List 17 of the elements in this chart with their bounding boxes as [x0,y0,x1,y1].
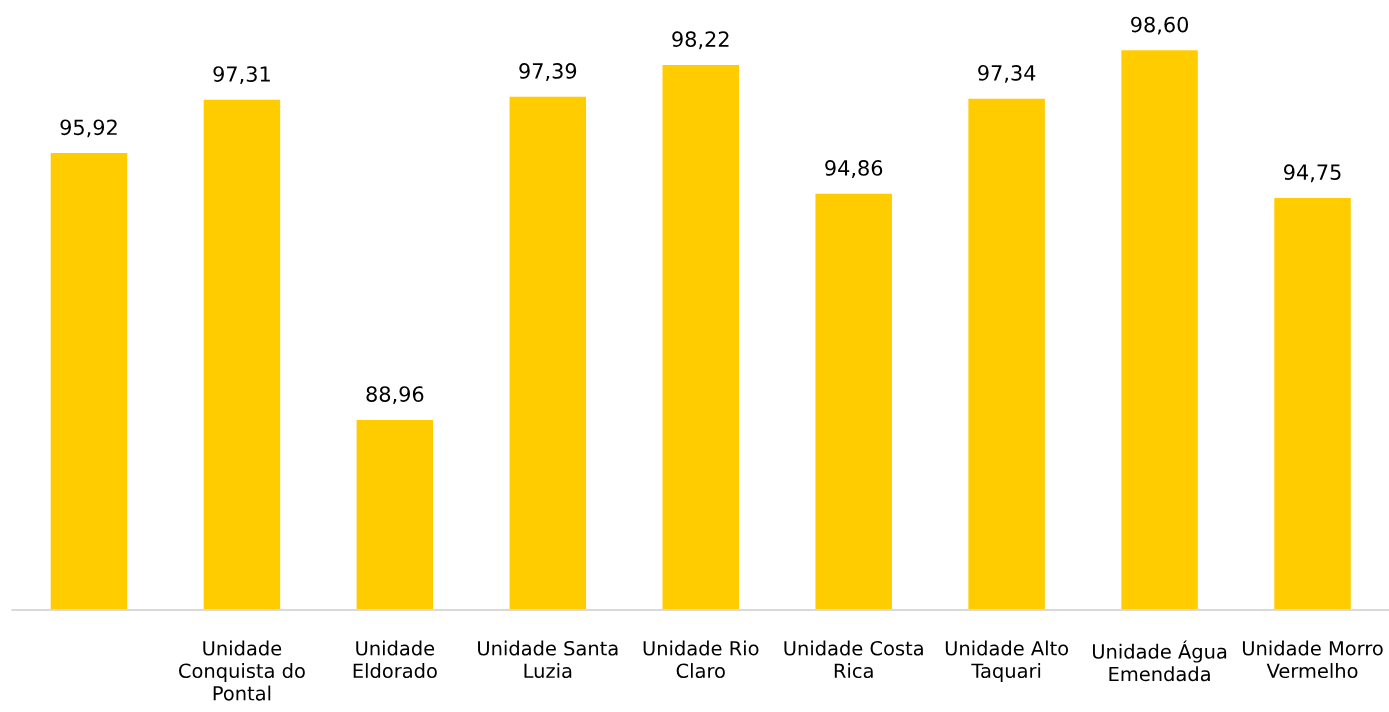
x-tick-label: Unidade Eldorado [353,640,437,679]
data-label: 94,86 [825,160,883,178]
x-tick-label: Unidade Santa Luzia [478,640,618,679]
data-label: 94,75 [1284,164,1341,183]
x-tick-label: Unidade Água Emendada [1092,640,1227,682]
data-label: 97,34 [978,64,1036,83]
data-label: 95,92 [60,119,117,138]
x-tick-label: Unidade Rio Claro [643,640,759,679]
x-tick-label: Unidade Costa Rica [784,640,923,679]
x-tick-label: Unidade Alto Taquari [945,640,1069,682]
data-label: 98,22 [672,31,729,50]
data-label: 97,39 [519,63,577,81]
data-label: 97,31 [213,66,270,85]
x-tick-label: Unidade Conquista do Pontal [179,640,305,701]
data-label: 98,60 [1131,16,1189,35]
x-tick-label: Unidade Morro Vermelho [1242,640,1383,679]
data-label: 88,96 [366,386,424,405]
